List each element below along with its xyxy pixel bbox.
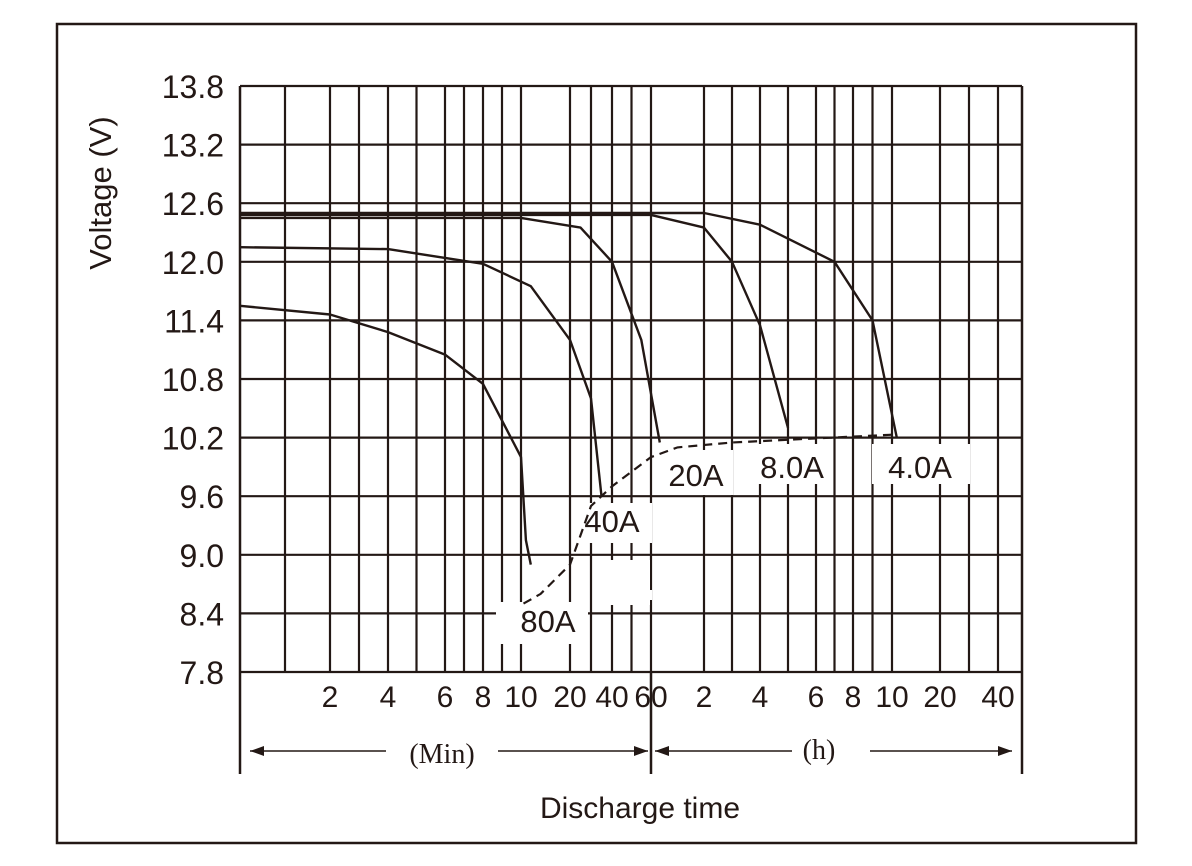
y-tick-label: 13.2 — [162, 128, 224, 164]
x-tick-label: 40 — [981, 681, 1014, 714]
series-label-8.0A: 8.0A — [760, 450, 824, 485]
chart-frame — [55, 22, 1138, 845]
y-tick-label: 10.2 — [162, 421, 224, 457]
min-arrow-right-head — [634, 746, 648, 756]
y-tick-label: 11.4 — [164, 303, 224, 339]
label-bg — [740, 444, 830, 484]
x-tick-label: 40 — [595, 681, 628, 714]
series-label-40A: 40A — [584, 504, 639, 539]
hours-range-label: (h) — [803, 735, 836, 766]
y-tick-label: 9.0 — [180, 538, 224, 574]
series-label-20A: 20A — [668, 458, 723, 493]
discharge-curve-20A — [240, 216, 661, 443]
y-tick-label: 13.8 — [162, 69, 224, 105]
x-tick-label: 4 — [752, 681, 769, 714]
hour-arrow-right-head — [998, 746, 1012, 756]
hour-arrow-left-head — [655, 746, 669, 756]
min-arrow-left-head — [250, 746, 264, 756]
x-tick-label: 2 — [322, 681, 339, 714]
y-tick-label: 7.8 — [180, 655, 224, 691]
discharge-curve-80A — [239, 304, 532, 565]
x-tick-label: 8 — [475, 681, 492, 714]
y-tick-label: 10.8 — [162, 362, 224, 398]
x-tick-label: 20 — [553, 681, 586, 714]
x-tick-label: 4 — [380, 681, 397, 714]
x-tick-label: 20 — [923, 681, 956, 714]
discharge-curve-8.0A — [240, 213, 790, 429]
x-tick-label: 6 — [437, 681, 454, 714]
label-bg — [600, 590, 652, 600]
label-bg — [496, 602, 588, 644]
labels: 13.8 13.2 12.6 12.0 11.4 10.8 10.2 9.6 9.0 8.4 7.8… — [162, 69, 1015, 756]
series-label-80A: 80A — [520, 604, 575, 639]
label-bg — [872, 444, 970, 484]
x-tick-label: 10 — [875, 681, 908, 714]
x-axis-title: Discharge time — [540, 792, 740, 825]
y-tick-label: 8.4 — [180, 596, 224, 632]
y-tick-label: 9.6 — [180, 479, 224, 515]
label-backgrounds — [496, 444, 970, 644]
label-bg — [655, 450, 733, 495]
y-tick-label: 12.0 — [162, 245, 224, 281]
x-tick-label: 8 — [845, 681, 862, 714]
discharge-curve-40A — [239, 246, 603, 497]
series-label-4.0A: 4.0A — [888, 450, 952, 485]
x-tick-label: 6 — [808, 681, 825, 714]
end-voltage-dashed-line — [522, 433, 893, 605]
y-axis-title: Voltage (V) — [83, 116, 118, 269]
x-tick-label: 10 — [504, 681, 537, 714]
discharge-curve-4.0A — [240, 211, 898, 438]
minutes-range-label: (Min) — [409, 739, 474, 770]
discharge-curves — [239, 211, 898, 605]
x-tick-label: 60 — [634, 681, 667, 714]
x-tick-label: 2 — [696, 681, 713, 714]
grid — [238, 84, 1024, 774]
y-tick-label: 12.6 — [162, 186, 224, 222]
